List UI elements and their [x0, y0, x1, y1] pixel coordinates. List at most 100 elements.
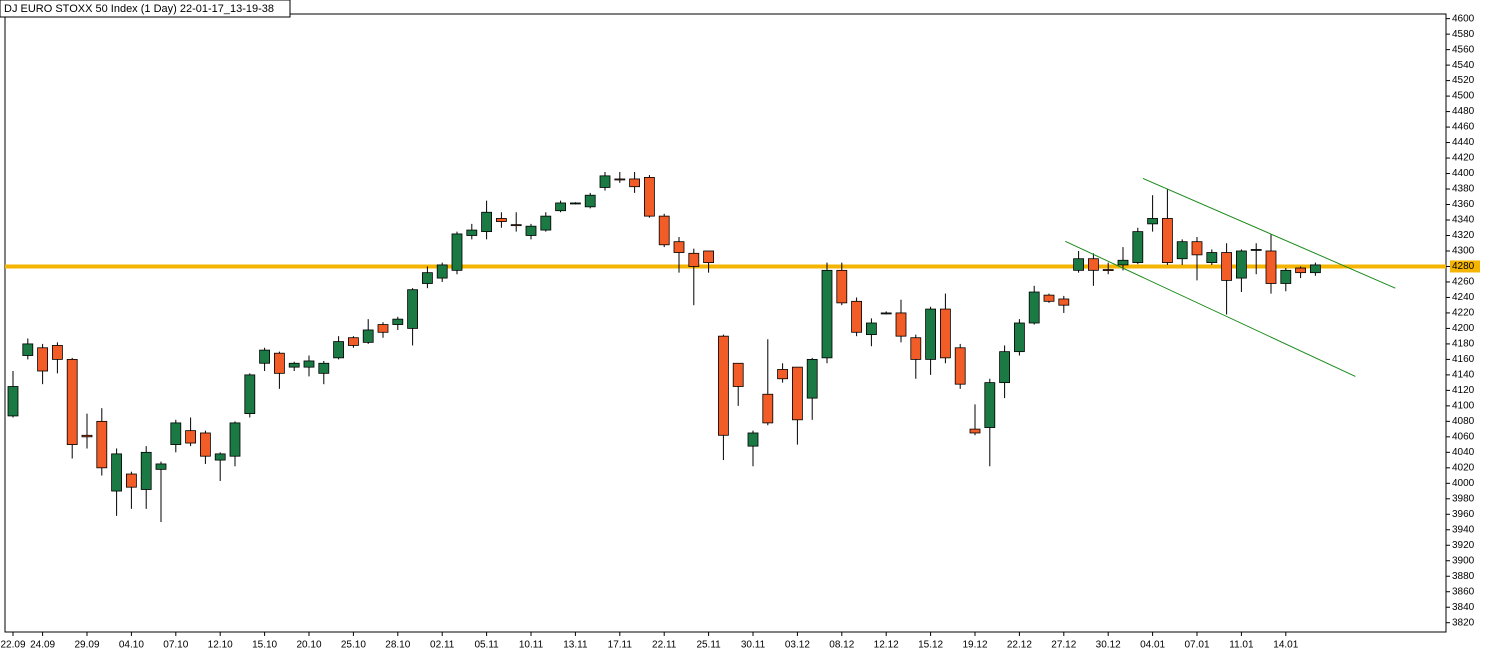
candle-body [1206, 252, 1218, 263]
candle-body [1014, 322, 1025, 353]
x-tick-label: 15.10 [252, 640, 277, 651]
candle-body [259, 349, 271, 364]
x-tick-label: 13.11 [563, 640, 588, 651]
y-tick-label: 4060 [1452, 431, 1475, 442]
candle-body [777, 369, 788, 380]
candle-body [333, 341, 345, 359]
candle-body [525, 225, 537, 236]
candle-body [155, 463, 167, 470]
candle-body [495, 218, 507, 222]
candle-body [140, 451, 152, 490]
candle-body [1117, 259, 1129, 266]
candle-body [954, 347, 966, 385]
candle-body [762, 393, 774, 424]
candle-body [185, 430, 197, 444]
candle-body [273, 352, 285, 374]
x-tick-label: 20.10 [296, 640, 321, 651]
y-tick-label: 3820 [1452, 617, 1475, 628]
plot-frame [4, 13, 1447, 633]
chart-title: DJ EURO STOXX 50 Index (1 Day) 22-01-17_… [4, 3, 274, 15]
x-tick-label: 28.10 [385, 640, 410, 651]
candle-body [1250, 249, 1262, 251]
candle-body [925, 308, 936, 360]
y-tick-label: 3880 [1452, 571, 1475, 582]
candle-body [1102, 269, 1114, 271]
y-tick-label: 4500 [1452, 91, 1475, 102]
candle-body [940, 308, 951, 359]
y-tick-label: 4140 [1452, 370, 1475, 381]
x-tick-label: 02.11 [430, 640, 455, 651]
y-tick-label: 4300 [1452, 246, 1475, 257]
candle-body [421, 272, 433, 284]
x-tick-label: 24.09 [30, 640, 55, 651]
candle-body [1221, 252, 1232, 281]
y-tick-label: 4200 [1452, 323, 1475, 334]
y-tick-label: 3940 [1452, 524, 1475, 535]
candle-body [1132, 231, 1144, 263]
candle-body [1236, 250, 1247, 279]
candle-body [451, 233, 463, 271]
candle-body [377, 324, 389, 333]
candle-body [821, 269, 833, 359]
x-tick-label: 04.01 [1140, 640, 1165, 651]
candle-body [1028, 291, 1040, 324]
candle-body [880, 312, 892, 315]
x-tick-label: 07.10 [163, 640, 188, 651]
x-tick-label: 11.01 [1229, 640, 1254, 651]
candle-body [718, 335, 729, 436]
y-tick-label: 4380 [1452, 184, 1475, 195]
y-tick-label: 4460 [1452, 122, 1475, 133]
candle-body [1310, 264, 1321, 274]
title-box [0, 0, 291, 18]
x-tick-label: 14.01 [1273, 640, 1298, 651]
candle-body [347, 337, 359, 346]
candle-body [866, 322, 877, 336]
y-tick-label: 4520 [1452, 75, 1475, 86]
x-tick-label: 29.09 [74, 640, 99, 651]
x-tick-label: 30.11 [741, 640, 766, 651]
y-tick-label: 4120 [1452, 385, 1475, 396]
candle-body [836, 269, 848, 304]
candle-body [22, 343, 34, 356]
candle-body [1073, 258, 1084, 271]
candle-body [1147, 218, 1158, 225]
x-tick-label: 25.11 [696, 640, 721, 651]
candle-body [81, 434, 93, 438]
candle-body [126, 473, 137, 488]
y-tick-label: 4240 [1452, 292, 1475, 303]
y-tick-label: 4560 [1452, 44, 1475, 55]
x-tick-label: 17.11 [608, 640, 633, 651]
x-tick-label: 03.12 [785, 640, 810, 651]
y-tick-label: 4480 [1452, 106, 1475, 117]
y-tick-label: 4160 [1452, 354, 1475, 365]
candle-body [851, 300, 862, 333]
candle-body [703, 250, 714, 263]
candle-body [52, 345, 63, 360]
y-tick-label: 4040 [1452, 447, 1475, 458]
y-tick-label: 4600 [1452, 13, 1475, 24]
x-tick-label: 30.12 [1096, 640, 1121, 651]
candle-body [392, 318, 404, 325]
y-tick-label: 4000 [1452, 478, 1475, 489]
candle-body [984, 382, 996, 428]
candle-body [288, 362, 300, 368]
candle-body [673, 241, 685, 253]
candle-body [96, 420, 108, 469]
candle-body [644, 177, 655, 217]
x-tick-label: 12.10 [208, 640, 233, 651]
candle-body [1088, 258, 1099, 271]
candle-body [7, 386, 19, 417]
x-tick-label: 22.11 [652, 640, 677, 651]
x-tick-label: 27.12 [1051, 640, 1076, 651]
candle-body [806, 358, 818, 399]
y-tick-label: 4180 [1452, 339, 1475, 350]
y-tick-label: 3840 [1452, 602, 1475, 613]
candle-body [599, 175, 611, 188]
x-tick-label: 08.12 [829, 640, 854, 651]
candle-body [792, 366, 803, 421]
candle-body [170, 422, 182, 445]
candle-body [318, 362, 330, 374]
y-tick-label: 4400 [1452, 168, 1475, 179]
candle-body [1176, 241, 1188, 260]
